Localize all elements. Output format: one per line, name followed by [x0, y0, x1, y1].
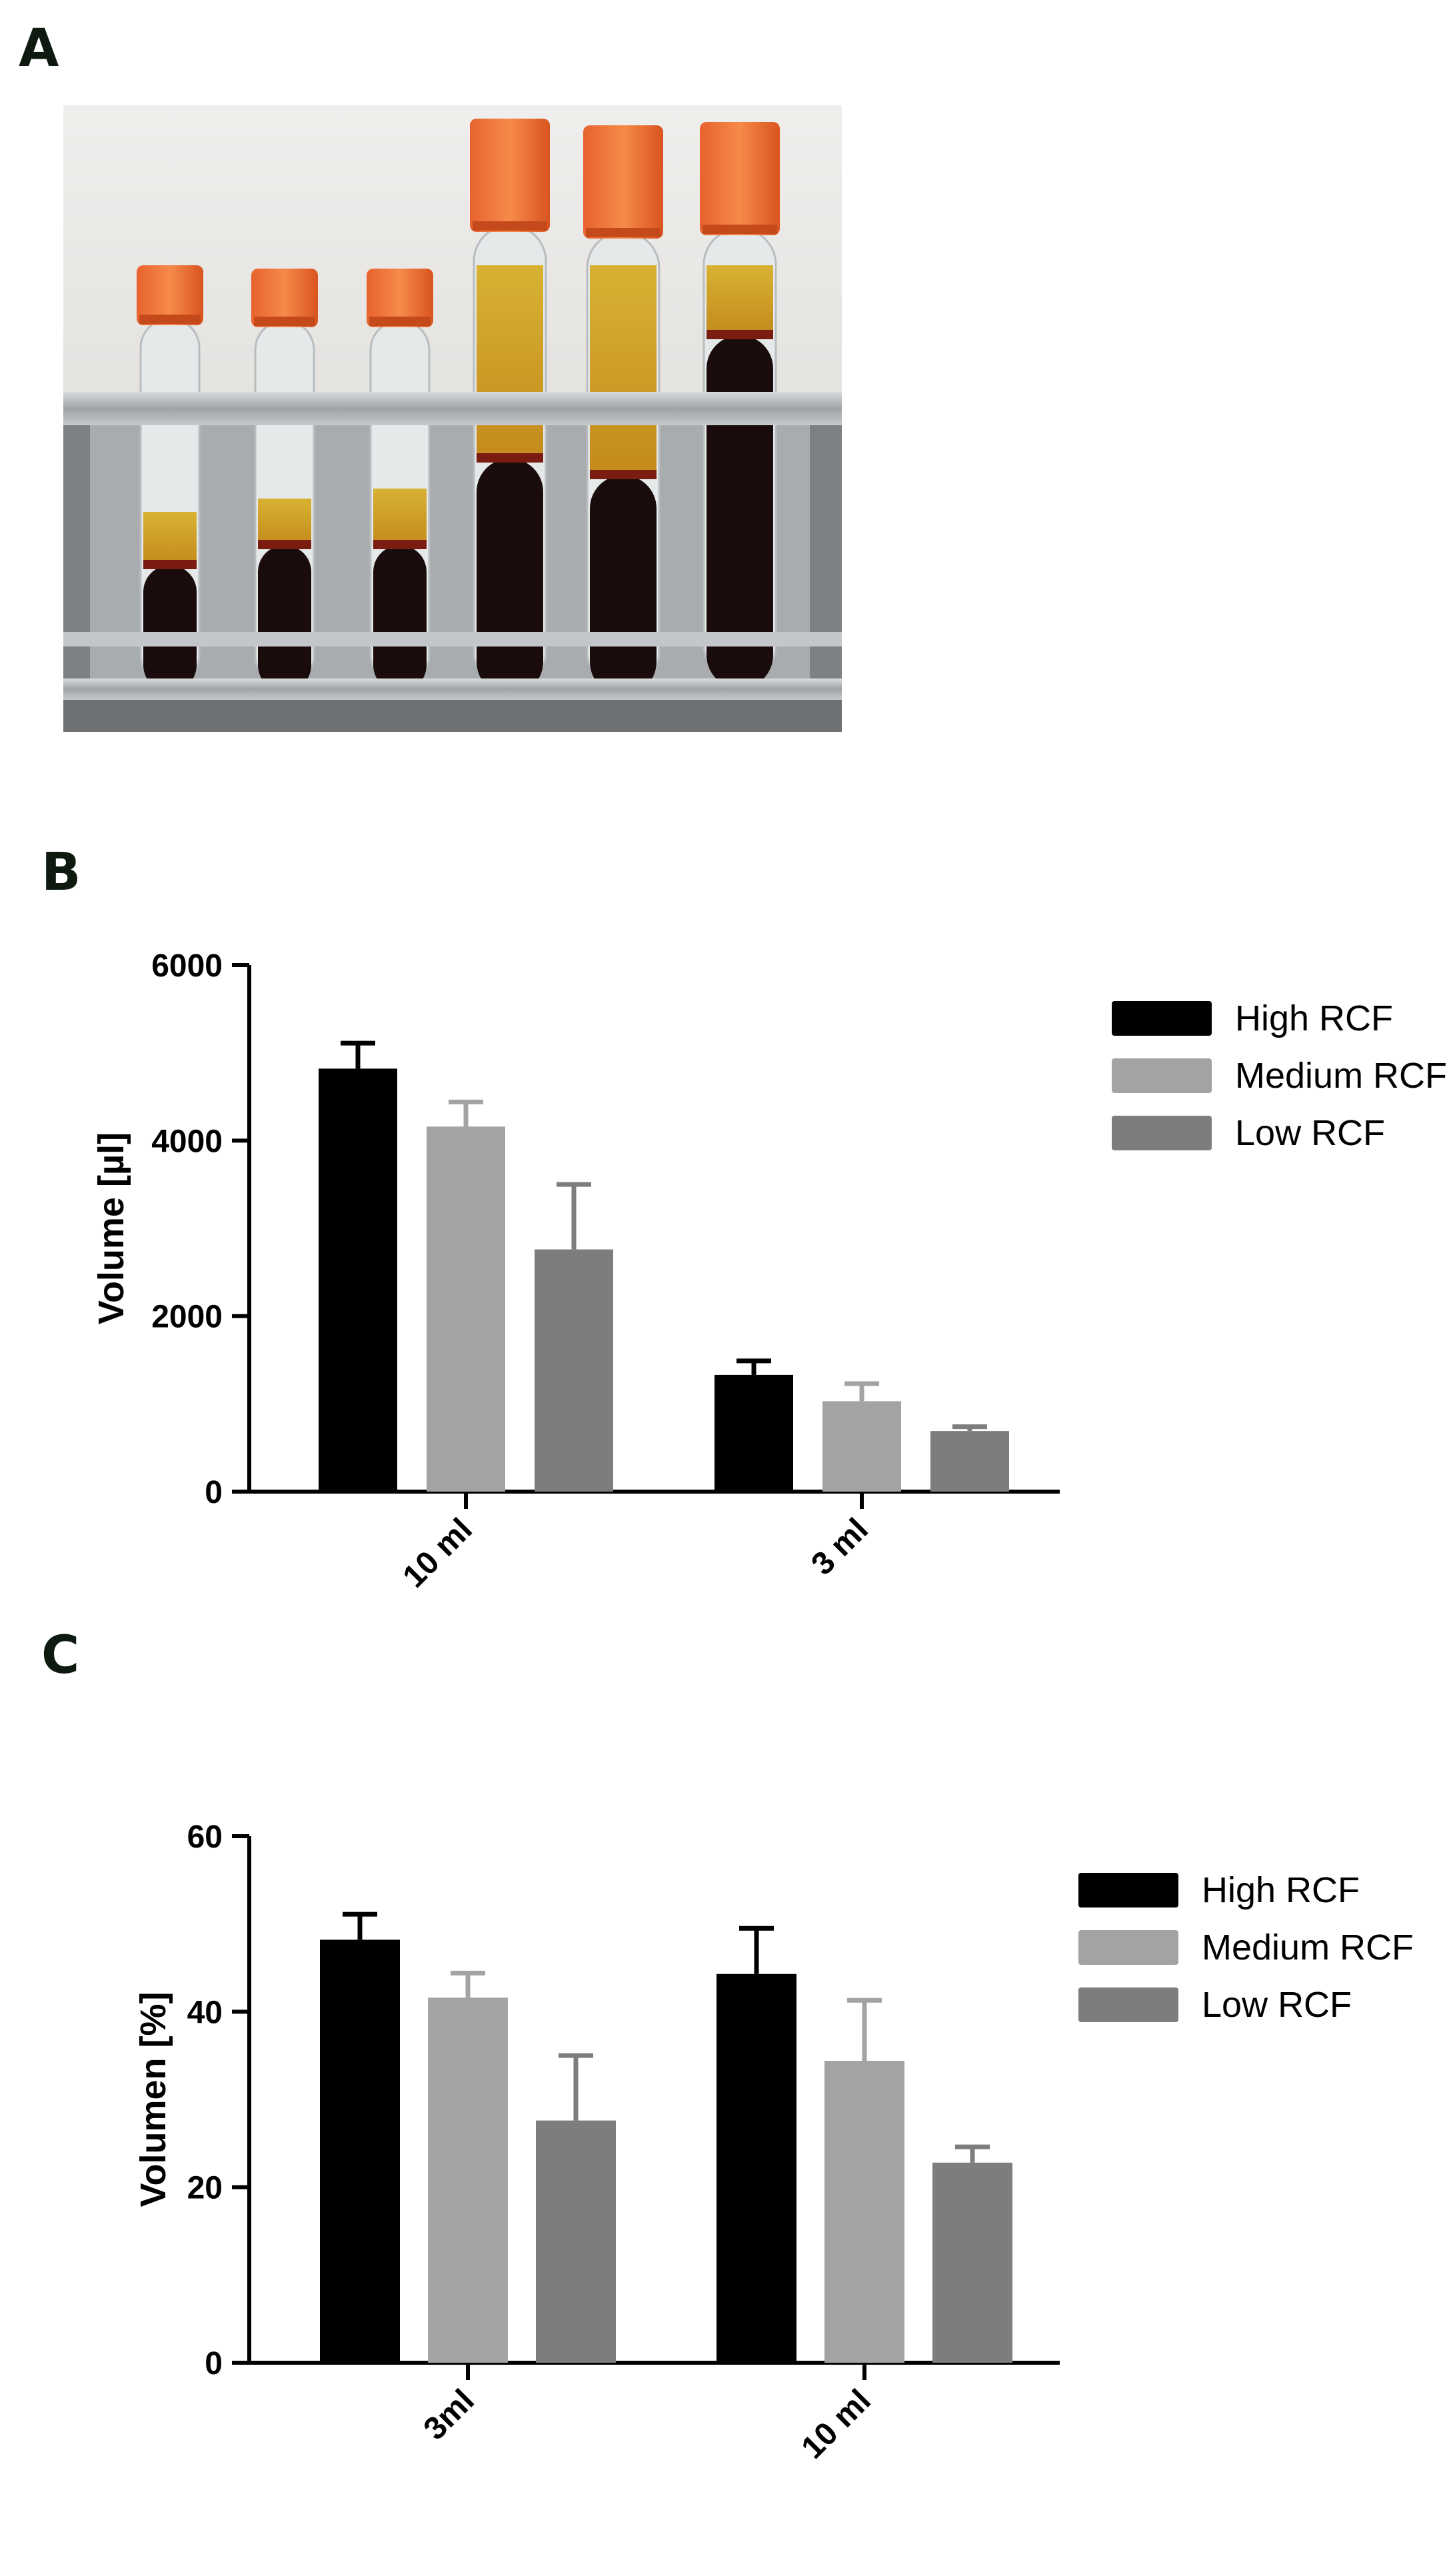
y-tick-label: 20: [187, 2171, 223, 2206]
y-tick-label: 0: [205, 1475, 223, 1510]
panel-label-c: C: [41, 1626, 80, 1686]
legend-label: Low RCF: [1202, 1985, 1352, 2025]
bar-medium-rcf: [822, 1401, 901, 1492]
bar-medium-rcf: [427, 1126, 505, 1492]
y-tick-label: 60: [187, 1820, 223, 1855]
chart-b: 0 2000 4000 6000 Volume [µl] 10 ml 3 ml High RC…: [91, 948, 1447, 1595]
y-axis-label: Volume [µl]: [91, 1132, 131, 1324]
legend-swatch: [1078, 1873, 1178, 1908]
legend-swatch: [1078, 1930, 1178, 1965]
bar-low-rcf: [930, 1431, 1009, 1492]
y-tick-label: 6000: [151, 948, 223, 984]
legend-swatch: [1112, 1001, 1212, 1036]
x-tick-label: 10 ml: [397, 1512, 479, 1594]
y-tick-label: 0: [205, 2346, 223, 2381]
y-tick-label: 40: [187, 1995, 223, 2030]
bar-high-rcf: [715, 1374, 793, 1492]
bar-high-rcf: [320, 1939, 400, 2363]
bar-low-rcf: [535, 1249, 613, 1492]
y-axis-label: Volumen [%]: [133, 1992, 173, 2207]
bar-low-rcf: [932, 2162, 1012, 2363]
blood-tubes-photo: [63, 105, 842, 732]
tube-3: [367, 269, 433, 692]
bar-high-rcf: [717, 1973, 796, 2363]
y-tick-label: 2000: [151, 1300, 223, 1335]
x-tick-label: 3 ml: [804, 1512, 874, 1582]
x-tick-label: 3ml: [417, 2383, 481, 2447]
legend-label: High RCF: [1202, 1870, 1360, 1910]
legend-swatch: [1078, 1987, 1178, 2022]
legend-label: Low RCF: [1235, 1113, 1385, 1153]
y-tick-label: 4000: [151, 1124, 223, 1159]
tube-5: [583, 125, 663, 695]
bar-low-rcf: [536, 2120, 616, 2363]
legend-swatch: [1112, 1116, 1212, 1150]
tube-1: [137, 265, 203, 692]
chart-c: 0 20 40 60 Volumen [%] 3ml 10 ml High RCF Medium…: [133, 1820, 1414, 2466]
legend-swatch: [1112, 1058, 1212, 1093]
bar-high-rcf: [319, 1068, 397, 1492]
panel-label-a: A: [19, 19, 59, 79]
panel-label-b: B: [41, 842, 81, 902]
bar-medium-rcf: [824, 2061, 904, 2363]
legend-label: Medium RCF: [1202, 1928, 1414, 1967]
x-tick-label: 10 ml: [795, 2383, 878, 2465]
legend-label: High RCF: [1235, 998, 1393, 1038]
tube-2: [251, 269, 318, 692]
bar-medium-rcf: [428, 1997, 508, 2363]
legend-label: Medium RCF: [1235, 1056, 1447, 1096]
